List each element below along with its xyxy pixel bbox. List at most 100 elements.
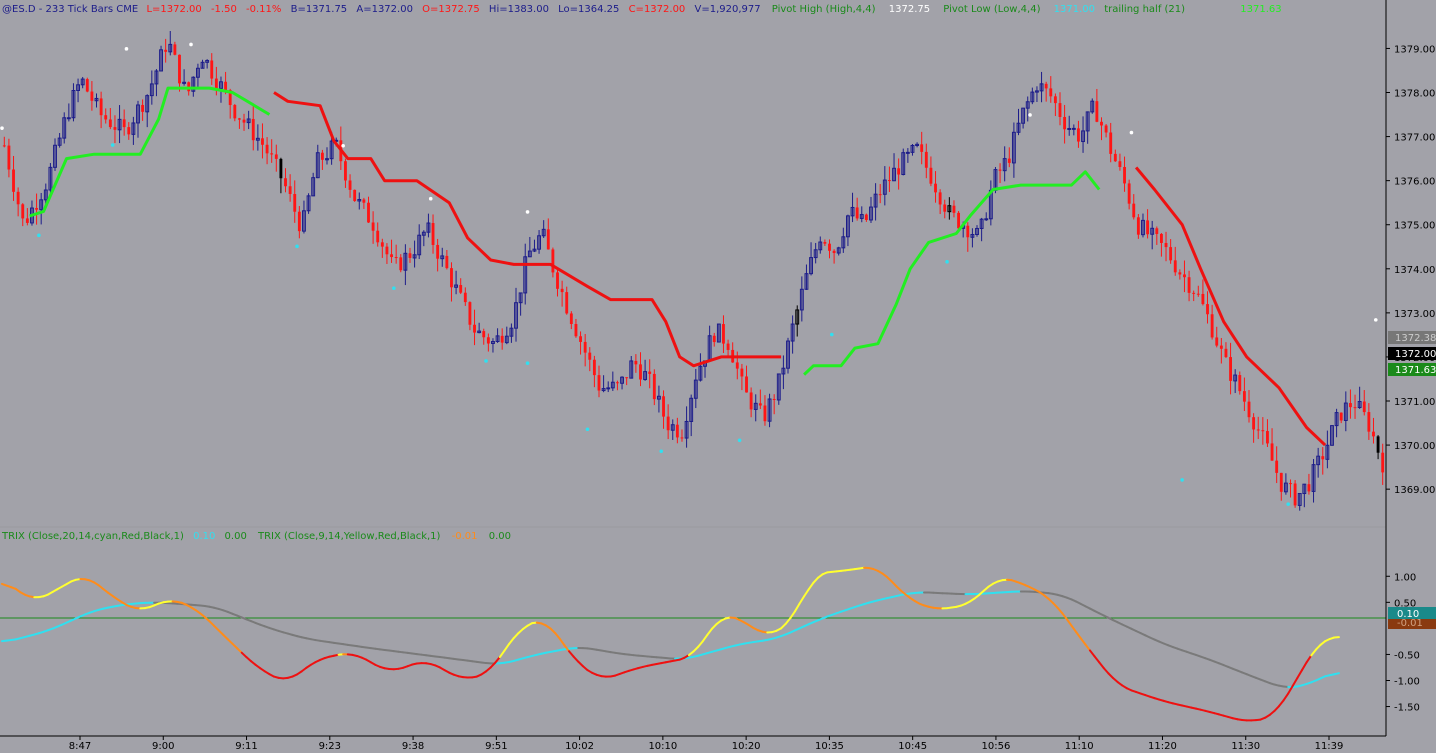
bar-body <box>1123 166 1126 184</box>
bar-body <box>892 167 896 182</box>
bar-body <box>1252 417 1256 430</box>
bar-body <box>887 180 891 182</box>
bar-body <box>1256 429 1260 431</box>
bar-body <box>279 158 283 179</box>
time-tick-label: 10:45 <box>898 741 927 752</box>
bar-body <box>1164 242 1168 248</box>
bar-body <box>90 91 94 101</box>
bar-body <box>583 341 587 353</box>
bar-body <box>799 288 804 311</box>
bar-body <box>579 336 582 342</box>
bar-body <box>763 405 767 422</box>
bar-body <box>500 335 504 343</box>
bar-body <box>1367 412 1371 432</box>
time-tick-label: 10:10 <box>648 741 677 752</box>
trix-fast-segment <box>1056 606 1064 615</box>
bar-body <box>43 189 48 201</box>
trix-fast-segment <box>208 620 216 627</box>
bar-body <box>1141 219 1145 236</box>
bar-body <box>984 218 989 221</box>
trix-fast-segment <box>226 638 234 645</box>
bar-body <box>735 362 739 369</box>
bar-body <box>1049 88 1053 97</box>
bar-body <box>315 152 320 179</box>
bar-body <box>200 61 205 69</box>
bar-body <box>417 234 422 256</box>
trix-fast-segment <box>798 595 806 605</box>
trix-fast-segment <box>1112 676 1119 684</box>
bar-body <box>643 371 648 381</box>
bar-body <box>693 379 698 399</box>
bar-body <box>680 437 684 439</box>
bar-body <box>35 208 39 210</box>
bar-body <box>901 152 906 176</box>
bar-body <box>588 352 592 360</box>
bar-body <box>445 255 449 269</box>
pivot-low-value: 1371.00 <box>1054 4 1095 15</box>
bar-body <box>698 365 703 381</box>
bar-body <box>1095 101 1099 122</box>
bar-body <box>1297 493 1302 506</box>
bar-body <box>556 272 559 289</box>
bar-body <box>261 138 264 145</box>
trailing-stop-green <box>803 170 1101 376</box>
bar-body <box>127 127 131 135</box>
bar-body <box>541 228 546 237</box>
trix-tick-label: -1.00 <box>1394 676 1420 687</box>
bar-body <box>491 341 495 344</box>
pivot-low-dot <box>585 427 590 432</box>
bar-body <box>1201 293 1205 305</box>
bar-body <box>104 115 108 120</box>
bar-body <box>403 252 408 271</box>
pivot-low-dot <box>525 361 530 365</box>
bar-body <box>168 43 173 53</box>
trix-fast-segment <box>978 589 985 596</box>
trix2-label: TRIX (Close,9,14,Yellow,Red,Black,1) <box>257 531 441 542</box>
bar-body <box>1127 183 1131 204</box>
trix-fast-segment <box>1075 631 1082 640</box>
bar-body <box>1353 407 1357 409</box>
bar-body <box>1261 430 1265 432</box>
bar-body <box>1279 472 1283 492</box>
trix-fast-segment <box>485 666 492 673</box>
trix-fast-segment <box>1070 624 1078 634</box>
pivot-low-dot <box>945 259 949 264</box>
trix-fast-segment <box>1273 705 1280 713</box>
pivot-low-dot <box>484 359 488 363</box>
bar-body <box>117 118 122 131</box>
bar-body <box>966 225 970 238</box>
bar-body <box>625 377 629 379</box>
bar-body <box>1016 122 1021 133</box>
bar-body <box>80 78 85 86</box>
bar-body <box>532 248 537 252</box>
bar-body <box>195 67 200 78</box>
bar-body <box>864 214 868 220</box>
bar-body <box>804 273 809 290</box>
bar-body <box>468 302 472 325</box>
bar-body <box>597 375 601 391</box>
bar-body <box>178 54 181 84</box>
bar-body <box>1150 227 1155 235</box>
trix-fast-segment <box>503 642 511 652</box>
trix-fast-segment <box>581 665 589 672</box>
bar-body <box>1357 401 1362 409</box>
bar-body <box>164 49 168 52</box>
bar-body <box>214 78 218 89</box>
bar-body <box>749 392 753 410</box>
time-tick-label: 9:00 <box>152 741 174 752</box>
bar-body <box>753 402 758 410</box>
bar-body <box>21 204 25 219</box>
trix-fast-segment <box>982 585 990 592</box>
bar-body <box>265 144 269 154</box>
trix-fast-segment <box>895 585 902 592</box>
bar-body <box>113 127 117 130</box>
trix-fast-segment <box>222 633 229 641</box>
pivot-high-dot <box>341 144 345 148</box>
bar-body <box>823 242 827 244</box>
trailing-label: trailing half (21) <box>1104 4 1185 15</box>
bar-body <box>353 189 357 201</box>
bar-body <box>836 247 841 254</box>
bar-body <box>302 210 306 232</box>
bar-body <box>1348 403 1352 408</box>
bar-body <box>1293 483 1297 506</box>
